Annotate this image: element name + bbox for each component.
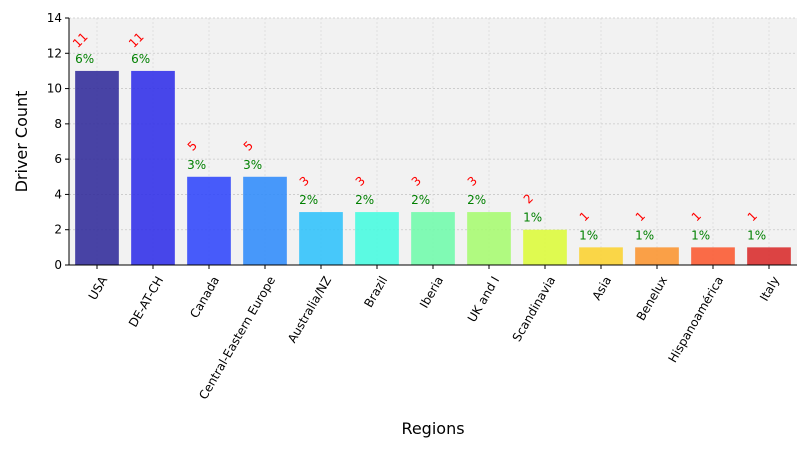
y-tick-label: 12 bbox=[47, 46, 62, 60]
bars bbox=[75, 70, 791, 265]
bar bbox=[635, 247, 679, 265]
percent-label: 1% bbox=[579, 228, 598, 242]
x-tick-label: Hispanoamérica bbox=[666, 274, 727, 365]
bar bbox=[131, 70, 175, 265]
x-tick-label: Australia/NZ bbox=[285, 274, 334, 345]
x-tick-label: Benelux bbox=[634, 274, 670, 323]
percent-label: 6% bbox=[131, 52, 150, 66]
bar bbox=[355, 212, 399, 265]
percent-label: 1% bbox=[747, 228, 766, 242]
bar bbox=[691, 247, 735, 265]
percent-label: 2% bbox=[355, 193, 374, 207]
x-tick-label: Italy bbox=[757, 274, 782, 304]
y-tick-label: 6 bbox=[54, 152, 62, 166]
x-axis-title: Regions bbox=[401, 419, 464, 438]
percent-label: 2% bbox=[467, 193, 486, 207]
percent-label: 1% bbox=[635, 228, 654, 242]
y-ticks: 0 2 4 6 8 10 12 14 bbox=[47, 11, 69, 272]
y-tick-label: 2 bbox=[54, 223, 62, 237]
x-tick-label: DE-AT-CH bbox=[126, 274, 166, 330]
x-tick-label: Asia bbox=[590, 274, 615, 303]
percent-label: 2% bbox=[411, 193, 430, 207]
percent-label: 3% bbox=[243, 158, 262, 172]
bar bbox=[75, 70, 119, 265]
x-tick-label: USA bbox=[86, 273, 111, 302]
x-tick-label: UK and I bbox=[465, 274, 502, 325]
y-tick-label: 4 bbox=[54, 187, 62, 201]
bar bbox=[187, 176, 231, 265]
bar bbox=[467, 212, 511, 265]
bar bbox=[579, 247, 623, 265]
x-tick-label: Iberia bbox=[417, 274, 446, 311]
bar bbox=[411, 212, 455, 265]
percent-label: 1% bbox=[691, 228, 710, 242]
bar bbox=[299, 212, 343, 265]
y-tick-label: 0 bbox=[54, 258, 62, 272]
x-tick-label: Canada bbox=[187, 274, 222, 321]
percent-label: 6% bbox=[75, 52, 94, 66]
y-tick-label: 14 bbox=[47, 11, 62, 25]
percent-label: 3% bbox=[187, 158, 206, 172]
percent-label: 1% bbox=[523, 211, 542, 225]
y-tick-label: 8 bbox=[54, 117, 62, 131]
percent-label: 2% bbox=[299, 193, 318, 207]
y-axis-title: Driver Count bbox=[12, 91, 31, 193]
y-tick-label: 10 bbox=[47, 82, 62, 96]
bar bbox=[243, 176, 287, 265]
bar bbox=[747, 247, 791, 265]
x-tick-label: Brazil bbox=[361, 274, 390, 310]
x-tick-label: Scandinavia bbox=[510, 274, 559, 344]
bar bbox=[523, 229, 567, 265]
